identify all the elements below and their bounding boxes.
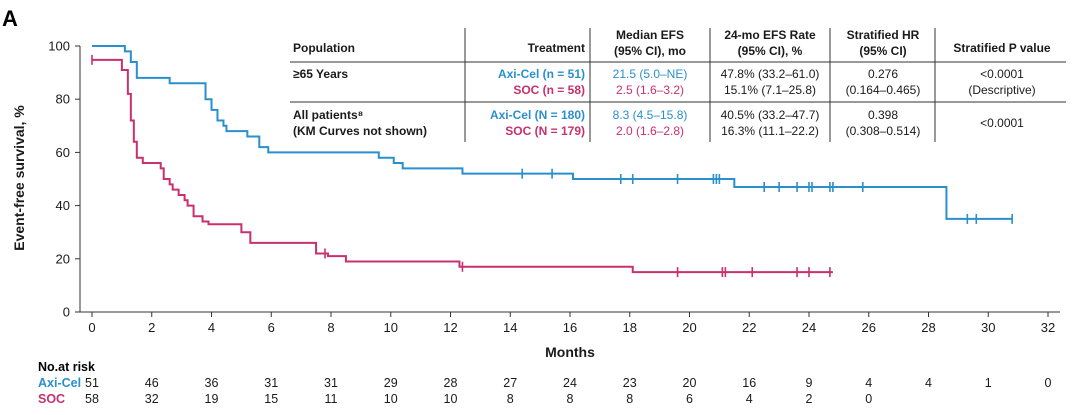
row-axi-label: Axi-Cel (n = 51) (498, 67, 585, 81)
row-hr-value: 0.276 (868, 67, 898, 81)
y-tick-label: 100 (48, 39, 70, 54)
row-population: ≥65 Years (293, 67, 348, 81)
x-tick-label: 30 (981, 320, 995, 335)
risk-count-axi-cel: 9 (806, 376, 813, 390)
row-p-value: <0.0001 (980, 67, 1024, 81)
x-tick-label: 8 (327, 320, 334, 335)
risk-count-soc: 4 (746, 392, 753, 406)
risk-count-axi-cel: 24 (563, 376, 577, 390)
risk-count-axi-cel: 46 (145, 376, 159, 390)
risk-count-soc: 0 (865, 392, 872, 406)
row-hr-ci: (0.308–0.514) (846, 124, 921, 138)
y-tick-label: 60 (56, 145, 70, 160)
th-population: Population (293, 41, 355, 55)
x-tick-label: 2 (148, 320, 155, 335)
risk-count-axi-cel: 23 (623, 376, 637, 390)
risk-count-axi-cel: 4 (925, 376, 932, 390)
row-soc-median: 2.0 (1.6–2.8) (616, 124, 684, 138)
x-tick-label: 22 (742, 320, 756, 335)
row-hr-value: 0.398 (868, 108, 898, 122)
risk-count-axi-cel: 29 (384, 376, 398, 390)
y-tick-label: 40 (56, 198, 70, 213)
axi-cel-curve (92, 45, 1013, 220)
th-rate-l1: 24-mo EFS Rate (724, 28, 816, 42)
th-median-l1: Median EFS (616, 28, 684, 42)
row-soc-label: SOC (N = 179) (505, 124, 585, 138)
risk-count-axi-cel: 51 (85, 376, 99, 390)
row-soc-label: SOC (n = 58) (513, 83, 585, 97)
risk-count-axi-cel: 28 (444, 376, 458, 390)
row-axi-median: 8.3 (4.5–15.8) (613, 108, 688, 122)
row-hr-ci: (0.164–0.465) (846, 83, 921, 97)
y-tick-label: 0 (63, 305, 70, 320)
y-tick-label: 80 (56, 92, 70, 107)
th-hr-l2: (95% CI) (859, 44, 906, 58)
row-axi-rate: 47.8% (33.2–61.0) (721, 67, 820, 81)
th-p-value: Stratified P value (953, 41, 1050, 55)
x-tick-label: 20 (682, 320, 696, 335)
summary-table: Population Treatment Median EFS (95% CI)… (290, 28, 1066, 142)
risk-count-soc: 8 (567, 392, 574, 406)
risk-count-axi-cel: 36 (205, 376, 219, 390)
risk-count-soc: 32 (145, 392, 159, 406)
row-p-note: (Descriptive) (968, 83, 1035, 97)
risk-count-axi-cel: 31 (324, 376, 338, 390)
y-axis-title: Event-free survival, % (11, 105, 27, 251)
risk-count-soc: 10 (384, 392, 398, 406)
th-median-l2: (95% CI), mo (614, 44, 686, 58)
x-tick-label: 24 (802, 320, 816, 335)
x-tick-label: 28 (921, 320, 935, 335)
x-tick-label: 26 (862, 320, 876, 335)
risk-count-soc: 2 (806, 392, 813, 406)
th-treatment: Treatment (528, 41, 585, 55)
row-soc-median: 2.5 (1.6–3.2) (616, 83, 684, 97)
risk-count-soc: 10 (444, 392, 458, 406)
risk-count-axi-cel: 27 (503, 376, 517, 390)
x-tick-label: 16 (563, 320, 577, 335)
x-tick-label: 14 (503, 320, 517, 335)
risk-count-axi-cel: 0 (1045, 376, 1052, 390)
risk-row-label-axi-cel: Axi-Cel (38, 376, 81, 390)
risk-count-axi-cel: 20 (683, 376, 697, 390)
risk-count-axi-cel: 16 (742, 376, 756, 390)
row-soc-rate: 16.3% (11.1–22.2) (721, 124, 819, 138)
axes: 0 2 4 6 8 10 12 14 16 18 20 22 24 26 28 30 3202040608010… (48, 39, 1060, 335)
risk-count-soc: 19 (205, 392, 219, 406)
x-tick-label: 4 (208, 320, 215, 335)
risk-count-axi-cel: 4 (865, 376, 872, 390)
panel-label: A (2, 6, 18, 31)
x-tick-label: 10 (384, 320, 398, 335)
x-axis-title: Months (545, 344, 595, 360)
survival-curves (91, 45, 1013, 278)
th-hr-l1: Stratified HR (847, 28, 920, 42)
row-population: All patients⁸ (293, 108, 363, 122)
row-axi-median: 21.5 (5.0–NE) (613, 67, 688, 81)
risk-count-soc: 8 (626, 392, 633, 406)
x-tick-label: 12 (443, 320, 457, 335)
risk-row-label-soc: SOC (38, 392, 65, 406)
th-rate-l2: (95% CI), % (738, 44, 803, 58)
risk-count-soc: 8 (507, 392, 514, 406)
row-p-value: <0.0001 (980, 116, 1024, 130)
row-soc-rate: 15.1% (7.1–25.8) (724, 83, 816, 97)
risk-count-soc: 58 (85, 392, 99, 406)
soc-curve (92, 58, 833, 274)
risk-table: No.at risk Axi-Cel 51 46 36 31 31 29 28 27 24 23 20… (38, 360, 1052, 406)
risk-count-soc: 11 (325, 392, 338, 406)
risk-count-axi-cel: 31 (264, 376, 278, 390)
x-tick-label: 32 (1041, 320, 1055, 335)
row-axi-rate: 40.5% (33.2–47.7) (721, 108, 820, 122)
risk-count-axi-cel: 1 (985, 376, 992, 390)
risk-title: No.at risk (38, 360, 95, 374)
x-tick-label: 18 (623, 320, 637, 335)
y-tick-label: 20 (56, 251, 70, 266)
risk-count-soc: 6 (686, 392, 693, 406)
row-axi-label: Axi-Cel (N = 180) (490, 108, 585, 122)
risk-count-soc: 15 (264, 392, 278, 406)
x-tick-label: 6 (268, 320, 275, 335)
x-tick-label: 0 (88, 320, 95, 335)
row-population-note: (KM Curves not shown) (293, 124, 427, 138)
